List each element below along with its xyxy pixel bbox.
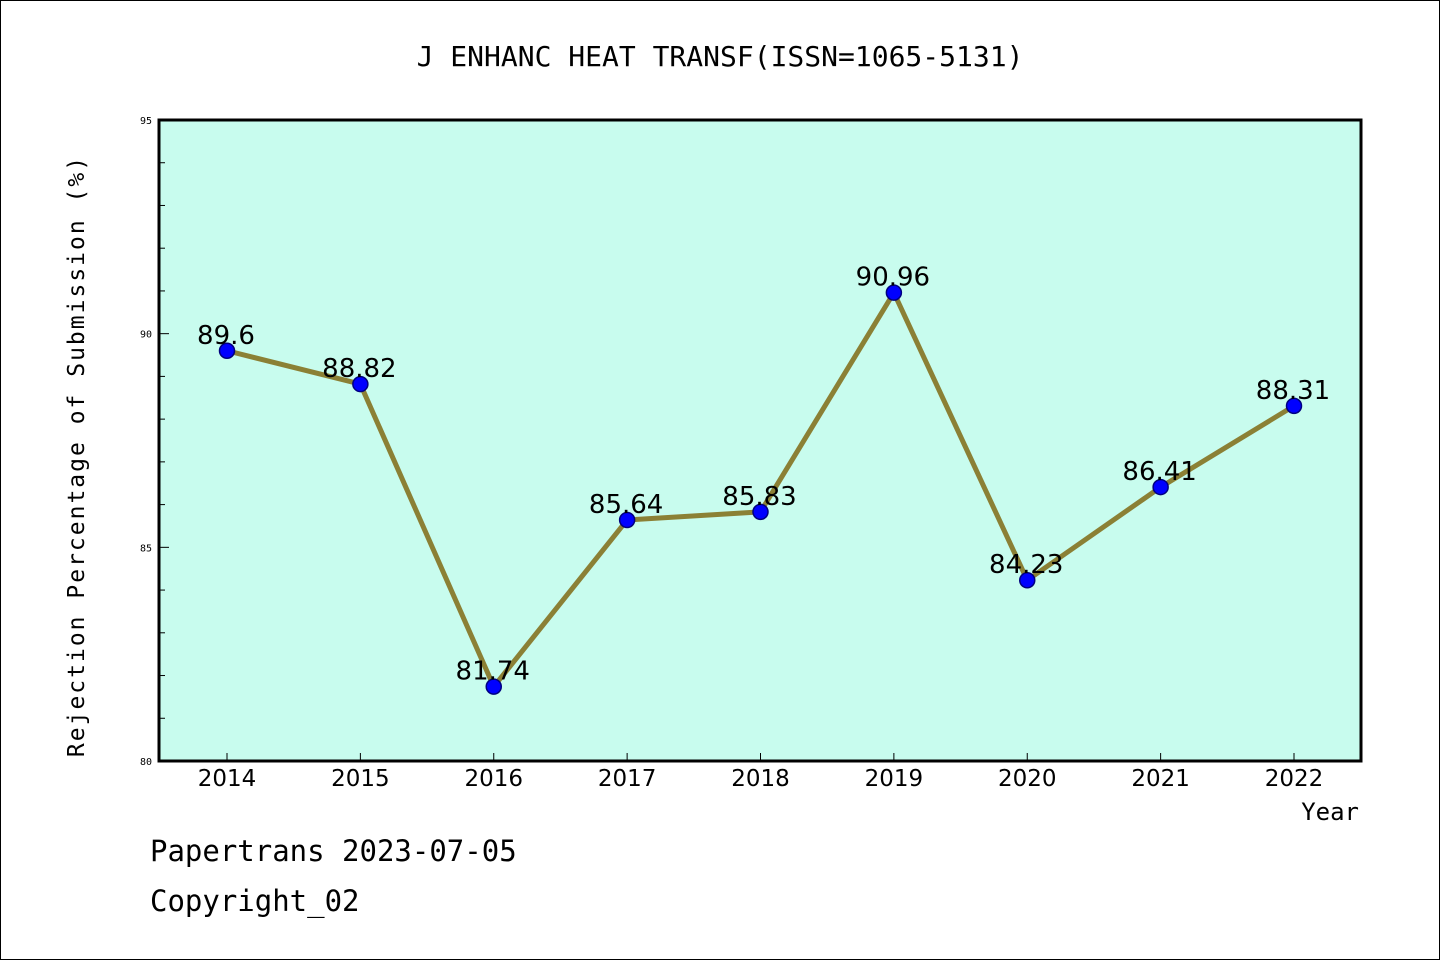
- data-label: 89.6: [197, 321, 255, 351]
- x-axis-label: Year: [1301, 798, 1359, 826]
- y-tick-label: 95: [140, 116, 152, 127]
- data-point: [1285, 397, 1303, 415]
- data-label: 88.31: [1256, 376, 1330, 406]
- plot-border: [157, 118, 1363, 763]
- x-tick-label: 2018: [731, 766, 790, 792]
- data-label: 81.74: [456, 657, 530, 687]
- y-tick-label: 80: [140, 757, 152, 768]
- footer-copyright: Copyright_02: [150, 884, 360, 918]
- data-markers: [218, 284, 1303, 695]
- x-axis-ticks: 2014 2015 2016 2017 2018 2019 2020 2021 2022: [198, 753, 1324, 792]
- data-point: [352, 375, 369, 393]
- x-tick-label: 2017: [598, 766, 657, 792]
- plot-area: [159, 120, 1361, 761]
- data-label: 85.64: [589, 490, 663, 520]
- data-point: [1152, 478, 1169, 496]
- data-labels: 89.6 88.82 81.74 85.64 85.83 90.96 84.23 86.41 8…: [197, 263, 1330, 687]
- y-axis-label: Rejection Percentage of Submission (%): [64, 155, 90, 757]
- x-tick-label: 2019: [865, 766, 924, 792]
- x-tick-label: 2022: [1265, 766, 1324, 792]
- data-point: [1019, 571, 1036, 589]
- x-tick-label: 2020: [998, 766, 1057, 792]
- data-label: 90.96: [856, 263, 930, 293]
- data-point: [752, 503, 769, 521]
- y-tick-label: 85: [140, 543, 152, 554]
- x-tick-label: 2021: [1131, 766, 1190, 792]
- y-tick-label: 90: [140, 330, 152, 341]
- x-tick-label: 2015: [331, 766, 390, 792]
- data-label: 85.83: [722, 482, 796, 512]
- data-point: [885, 284, 903, 301]
- chart-title: J ENHANC HEAT TRANSF(ISSN=1065-5131): [417, 40, 1024, 73]
- data-label: 84.23: [989, 550, 1063, 580]
- data-label: 86.41: [1122, 457, 1196, 487]
- data-label: 88.82: [322, 354, 396, 384]
- data-point: [485, 678, 502, 695]
- x-tick-label: 2014: [198, 766, 257, 792]
- x-tick-label: 2016: [464, 766, 523, 792]
- footer-date: Papertrans 2023-07-05: [150, 834, 517, 868]
- data-point: [618, 511, 636, 529]
- data-point: [218, 342, 236, 360]
